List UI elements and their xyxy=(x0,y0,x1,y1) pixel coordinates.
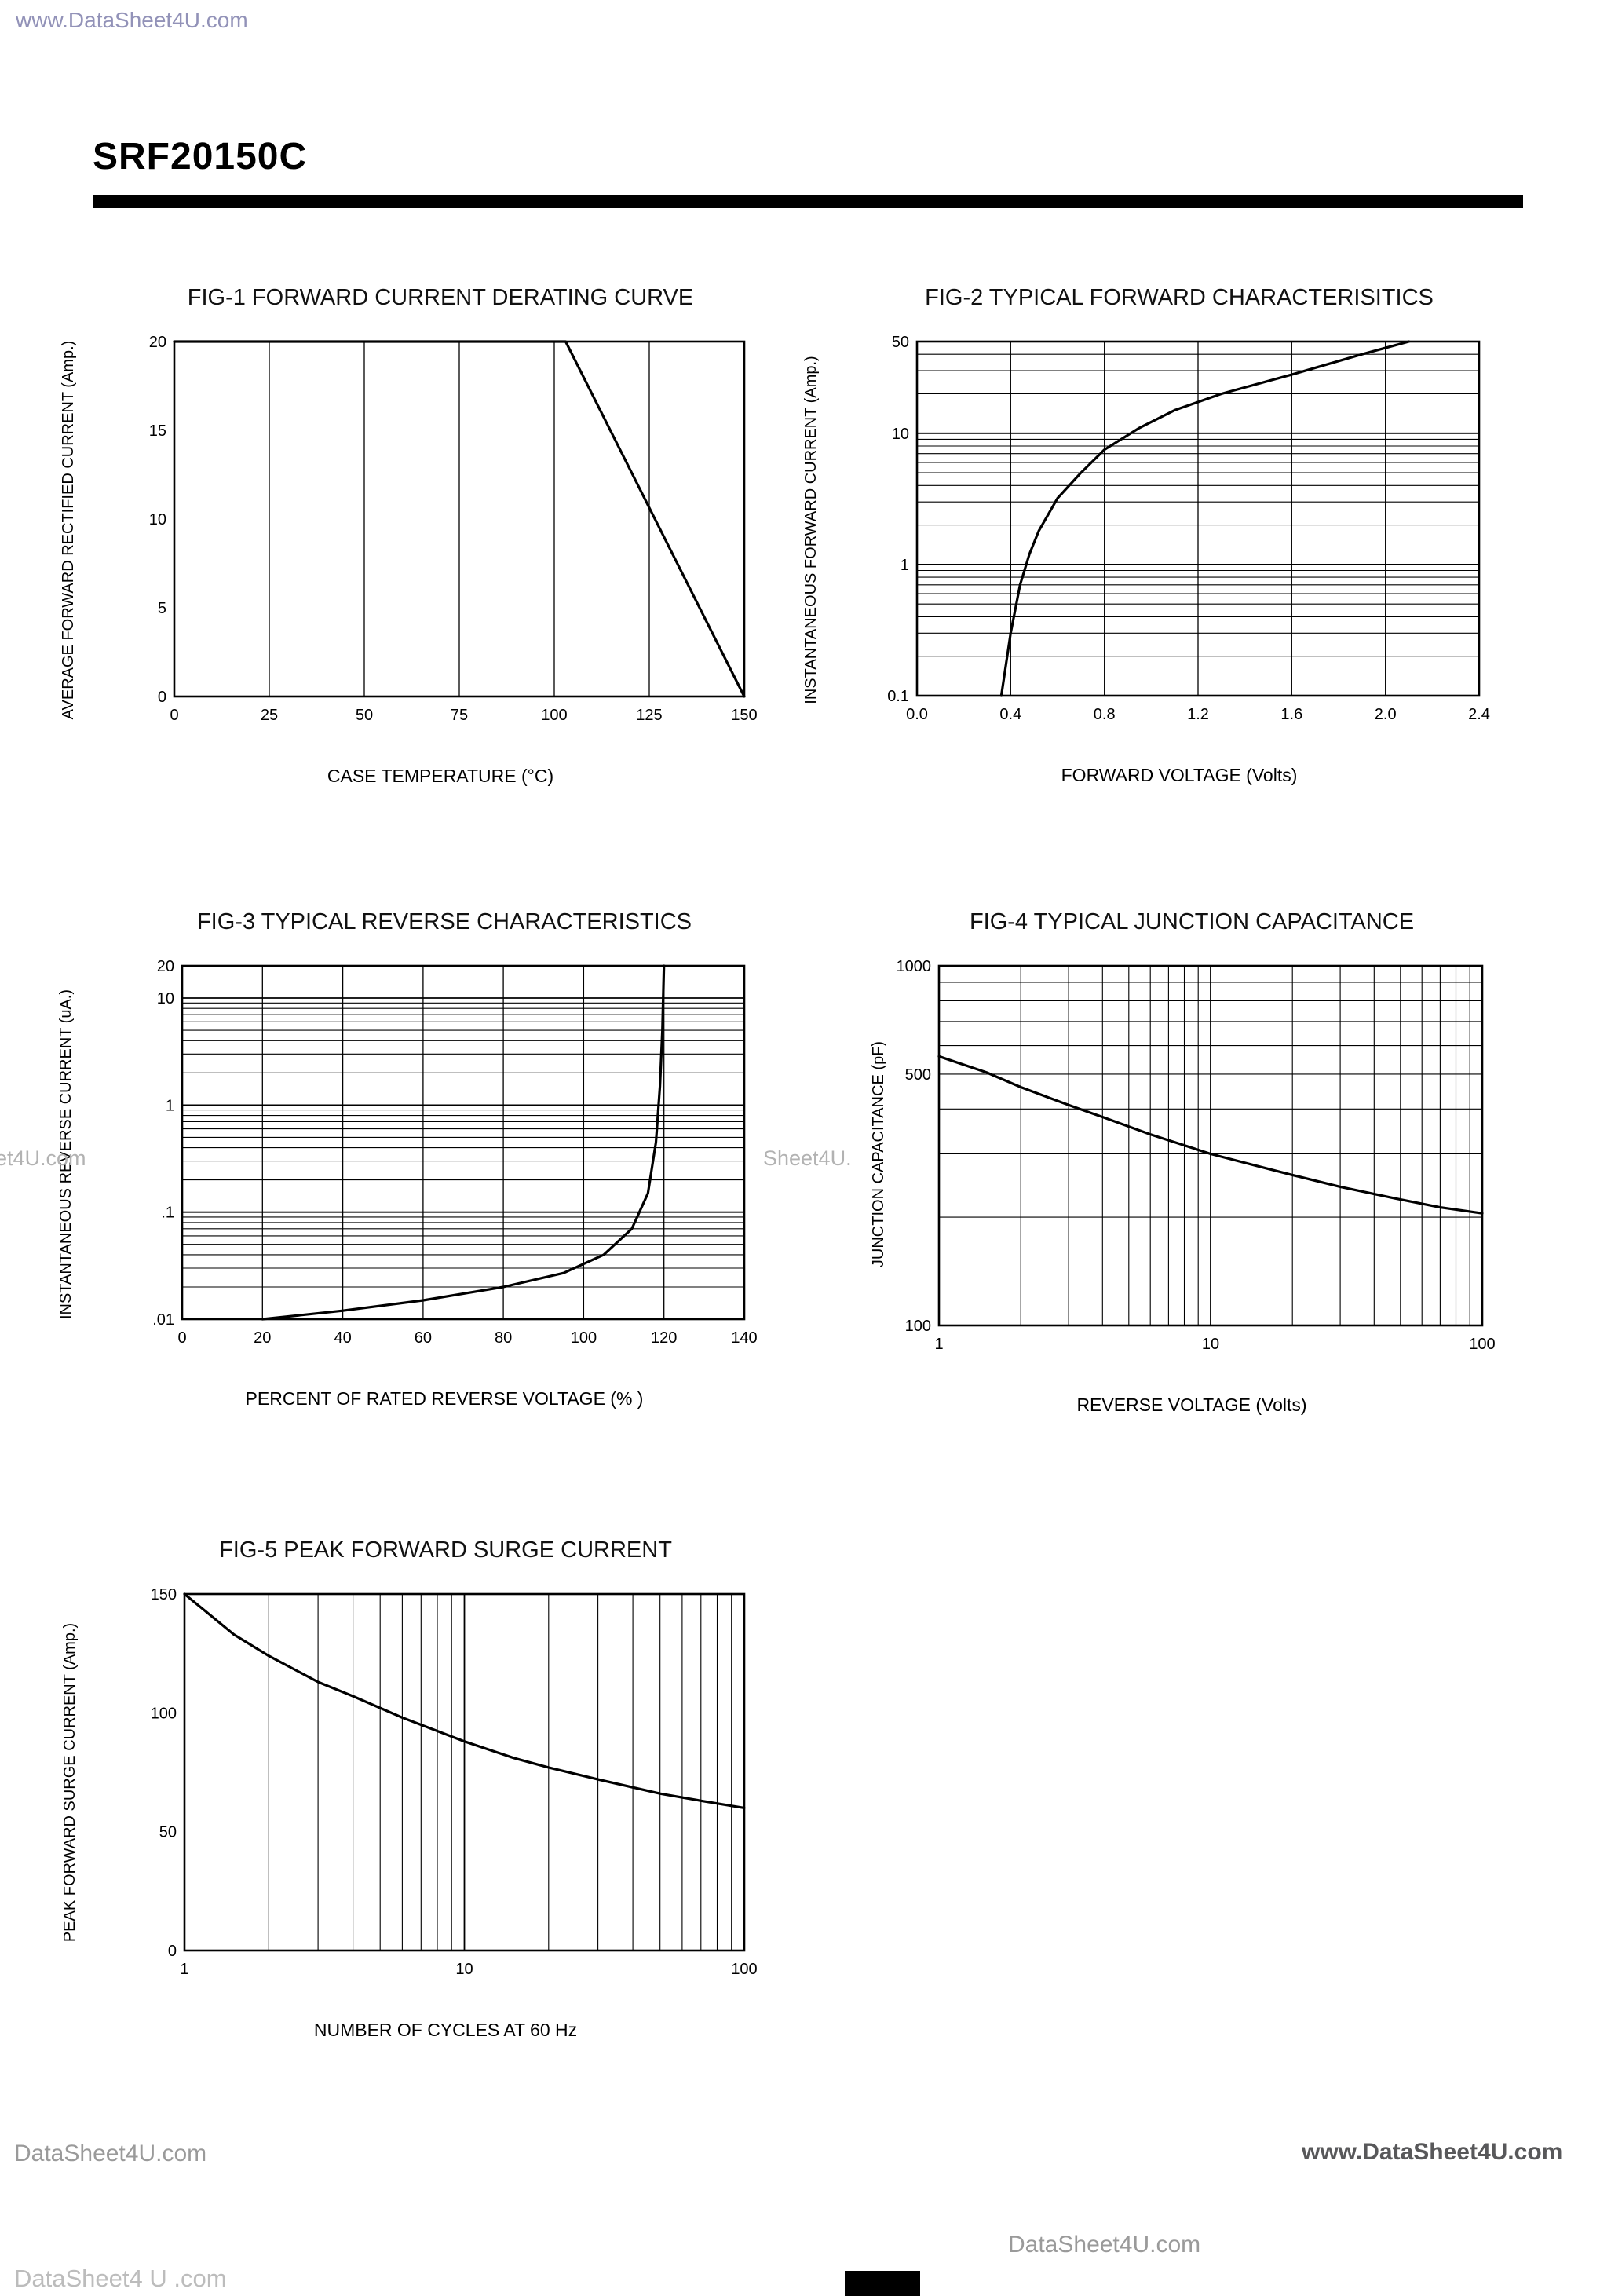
svg-text:150: 150 xyxy=(731,707,757,724)
svg-text:20: 20 xyxy=(254,1329,271,1347)
part-number: SRF20150C xyxy=(93,136,308,177)
svg-text:0.4: 0.4 xyxy=(999,706,1021,723)
fig5-x-axis-label: NUMBER OF CYCLES AT 60 Hz xyxy=(313,2020,578,2040)
fig1-plot: 0 25 50 75 100 125 150 0 5 10 15 20 xyxy=(149,334,757,724)
fig5-plot: 1 10 100 150 100 50 0 xyxy=(151,1586,757,1978)
svg-text:20: 20 xyxy=(149,334,166,351)
fig1-forward-current-derating-curve: FIG-1 FORWARD CURRENT DERATING CURVE AVE… xyxy=(60,285,757,787)
fig3-x-axis-label: PERCENT OF RATED REVERSE VOLTAGE (% ) xyxy=(245,1388,644,1409)
svg-text:100: 100 xyxy=(905,1318,931,1335)
svg-text:1: 1 xyxy=(166,1097,174,1114)
svg-text:25: 25 xyxy=(261,707,278,724)
watermark-bottom-right: www.DataSheet4U.com xyxy=(1302,2139,1563,2165)
svg-text:10: 10 xyxy=(1202,1336,1219,1353)
fig4-y-axis-label: JUNCTION CAPACITANCE (pF) xyxy=(870,1040,887,1268)
svg-text:0: 0 xyxy=(177,1329,186,1347)
svg-text:50: 50 xyxy=(159,1824,177,1841)
watermark-footer: DataSheet4 U .com xyxy=(14,2265,227,2292)
svg-text:1: 1 xyxy=(180,1961,188,1978)
svg-text:5: 5 xyxy=(158,600,166,617)
svg-text:40: 40 xyxy=(334,1329,351,1347)
svg-text:.1: .1 xyxy=(161,1205,174,1222)
fig2-plot: 0.0 0.4 0.8 1.2 1.6 2.0 2.4 50 10 1 0.1 xyxy=(887,334,1490,723)
svg-text:100: 100 xyxy=(731,1961,757,1978)
svg-text:0.8: 0.8 xyxy=(1094,706,1116,723)
svg-text:1: 1 xyxy=(901,557,909,574)
svg-text:1.2: 1.2 xyxy=(1187,706,1209,723)
svg-text:500: 500 xyxy=(905,1066,931,1084)
fig5-y-axis-label: PEAK FORWARD SURGE CURRENT (Amp.) xyxy=(61,1622,79,1943)
svg-text:10: 10 xyxy=(892,426,909,443)
svg-text:10: 10 xyxy=(149,511,166,528)
svg-text:20: 20 xyxy=(157,958,174,975)
fig4-x-axis-label: REVERSE VOLTAGE (Volts) xyxy=(1076,1395,1307,1415)
svg-text:80: 80 xyxy=(495,1329,512,1347)
svg-text:100: 100 xyxy=(1469,1336,1495,1353)
svg-text:125: 125 xyxy=(636,707,662,724)
fig3-title: FIG-3 TYPICAL REVERSE CHARACTERISTICS xyxy=(196,909,692,934)
fig1-y-axis-label: AVERAGE FORWARD RECTIFIED CURRENT (Amp.) xyxy=(60,340,77,720)
svg-text:0.0: 0.0 xyxy=(906,706,928,723)
svg-text:0.1: 0.1 xyxy=(887,688,909,705)
fig4-title: FIG-4 TYPICAL JUNCTION CAPACITANCE xyxy=(969,909,1415,934)
fig1-x-axis-label: CASE TEMPERATURE (°C) xyxy=(327,766,554,786)
svg-text:60: 60 xyxy=(415,1329,432,1347)
svg-text:0: 0 xyxy=(168,1943,177,1960)
watermark-bottom-center: DataSheet4U.com xyxy=(1008,2232,1201,2258)
svg-text:1.6: 1.6 xyxy=(1280,706,1302,723)
fig2-y-axis-label: INSTANTANEOUS FORWARD CURRENT (Amp.) xyxy=(802,356,820,704)
svg-text:1000: 1000 xyxy=(897,958,932,975)
svg-text:0: 0 xyxy=(170,707,178,724)
fig4-plot: 1 10 100 1000 500 100 xyxy=(897,958,1496,1353)
svg-text:10: 10 xyxy=(157,990,174,1007)
fig5-title: FIG-5 PEAK FORWARD SURGE CURRENT xyxy=(219,1537,672,1563)
svg-text:75: 75 xyxy=(451,707,468,724)
svg-text:2.0: 2.0 xyxy=(1375,706,1397,723)
watermark-top: www.DataSheet4U.com xyxy=(16,8,248,32)
fig2-typical-forward-characteristics: FIG-2 TYPICAL FORWARD CHARACTERISITICS I… xyxy=(802,285,1492,786)
svg-text:.01: .01 xyxy=(152,1311,174,1329)
svg-text:120: 120 xyxy=(651,1329,677,1347)
fig2-x-axis-label: FORWARD VOLTAGE (Volts) xyxy=(1061,765,1298,785)
svg-text:2.4: 2.4 xyxy=(1468,706,1490,723)
svg-text:100: 100 xyxy=(151,1705,177,1722)
fig3-plot: 0 20 40 60 80 100 120 140 20 10 1 .1 .01 xyxy=(152,958,757,1347)
watermark-mid-left: et4U.com xyxy=(0,1146,86,1170)
title-rule xyxy=(93,195,1523,208)
svg-text:150: 150 xyxy=(151,1586,177,1603)
footer-black-box xyxy=(845,2271,920,2296)
svg-text:1: 1 xyxy=(934,1336,943,1353)
svg-text:140: 140 xyxy=(731,1329,757,1347)
fig4-typical-junction-capacitance: FIG-4 TYPICAL JUNCTION CAPACITANCE JUNCT… xyxy=(870,909,1496,1416)
svg-text:10: 10 xyxy=(455,1961,473,1978)
fig2-title: FIG-2 TYPICAL FORWARD CHARACTERISITICS xyxy=(925,285,1434,310)
svg-text:15: 15 xyxy=(149,422,166,440)
svg-text:50: 50 xyxy=(356,707,373,724)
svg-text:50: 50 xyxy=(892,334,909,351)
fig3-typical-reverse-characteristics: FIG-3 TYPICAL REVERSE CHARACTERISTICS IN… xyxy=(57,909,757,1409)
svg-text:0: 0 xyxy=(158,689,166,706)
fig1-title: FIG-1 FORWARD CURRENT DERATING CURVE xyxy=(187,285,694,310)
svg-text:100: 100 xyxy=(541,707,567,724)
fig5-peak-forward-surge-current: FIG-5 PEAK FORWARD SURGE CURRENT PEAK FO… xyxy=(61,1537,757,2041)
svg-text:100: 100 xyxy=(571,1329,597,1347)
watermark-mid-center: Sheet4U. xyxy=(763,1146,852,1170)
watermark-bottom-left: DataSheet4U.com xyxy=(14,2141,207,2166)
